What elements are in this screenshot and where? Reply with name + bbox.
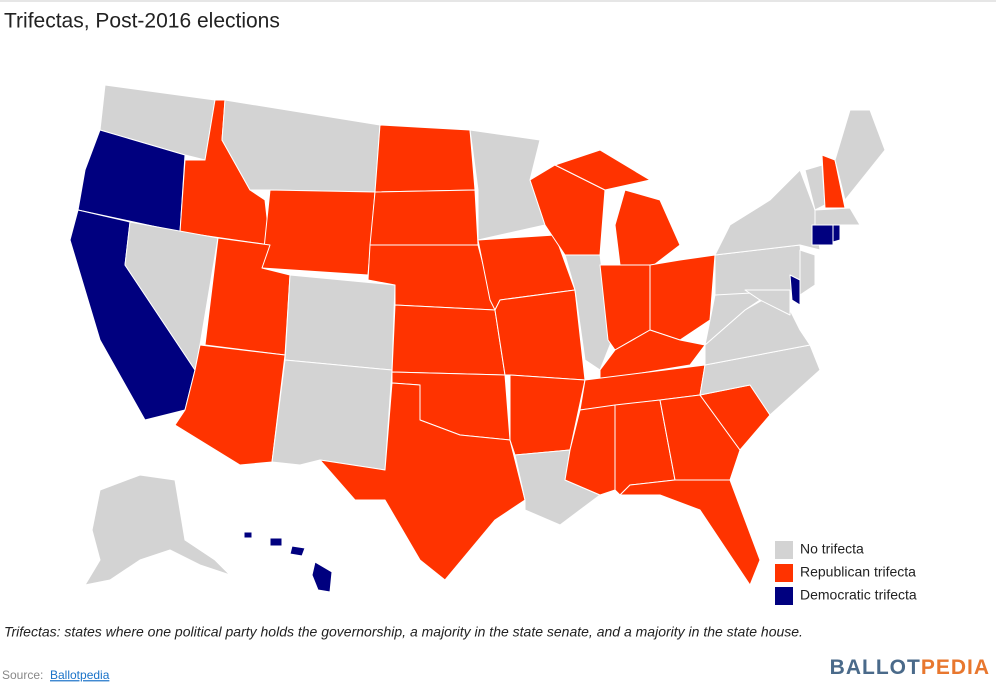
state xyxy=(494,289,586,381)
legend-label: Republican trifecta xyxy=(800,564,916,580)
state xyxy=(834,109,886,201)
caption: Trifectas: states where one political pa… xyxy=(4,624,803,640)
state xyxy=(319,382,526,581)
legend-label: Democratic trifecta xyxy=(800,587,917,603)
state xyxy=(311,561,333,593)
state xyxy=(391,304,506,376)
legend-swatch xyxy=(775,541,793,559)
state xyxy=(659,394,741,481)
legend-swatch xyxy=(775,587,793,605)
logo-part: BALLOT xyxy=(830,656,921,679)
legend-swatch xyxy=(775,564,793,582)
state xyxy=(284,274,396,371)
state xyxy=(832,224,841,243)
state xyxy=(271,359,393,471)
state xyxy=(243,531,253,539)
source-label: Source: xyxy=(2,668,43,682)
state xyxy=(649,254,716,341)
state xyxy=(374,124,476,193)
title: Trifectas, Post-2016 elections xyxy=(4,10,280,33)
state xyxy=(614,189,681,269)
legend: No trifecta Republican trifecta Democratic… xyxy=(775,541,917,605)
state xyxy=(261,189,376,276)
state xyxy=(619,479,761,586)
state xyxy=(99,84,216,161)
state xyxy=(714,169,821,256)
us-map xyxy=(69,84,886,593)
state xyxy=(811,224,834,246)
state xyxy=(744,289,791,316)
state xyxy=(369,189,479,246)
state xyxy=(554,149,651,191)
legend-label: No trifecta xyxy=(800,541,864,557)
source-link[interactable]: Ballotpedia xyxy=(50,668,110,682)
state xyxy=(269,537,283,547)
state xyxy=(789,274,801,306)
state xyxy=(289,545,306,557)
state xyxy=(174,344,286,466)
state xyxy=(221,99,381,193)
logo-part: PEDIA xyxy=(921,656,990,679)
state xyxy=(77,129,186,233)
logo: BALLOTPEDIA xyxy=(830,656,990,679)
state xyxy=(814,207,861,226)
state xyxy=(84,474,231,586)
state xyxy=(799,249,816,296)
